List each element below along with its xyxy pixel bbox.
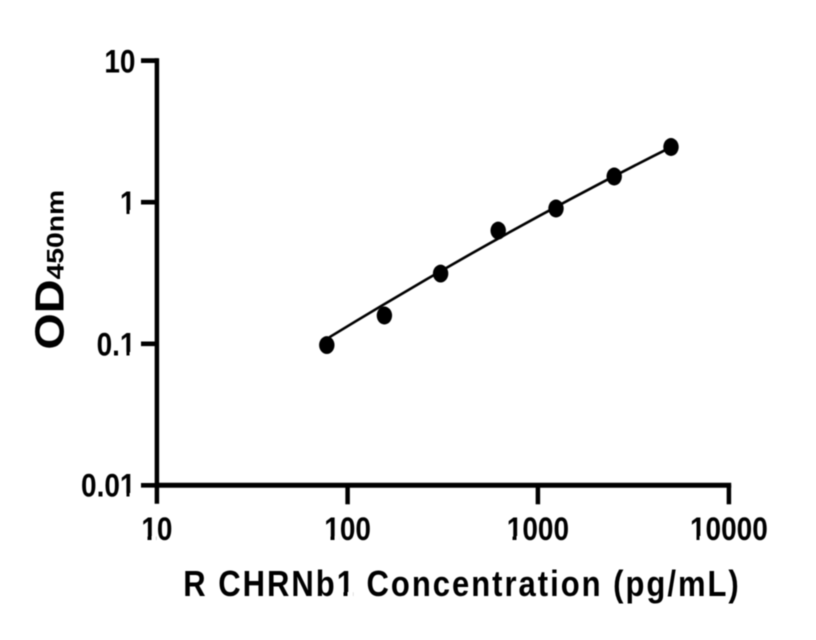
svg-text:R CHRNb1 Concentration (pg/mL): R CHRNb1 Concentration (pg/mL) — [183, 565, 740, 605]
svg-text:1000: 1000 — [507, 511, 569, 547]
svg-text:0.1: 0.1 — [97, 327, 136, 363]
svg-text:100: 100 — [324, 511, 371, 547]
svg-text:10000: 10000 — [690, 511, 768, 547]
svg-text:1: 1 — [120, 185, 136, 221]
svg-text:10: 10 — [104, 43, 135, 79]
svg-text:0.01: 0.01 — [81, 468, 136, 504]
svg-text:10: 10 — [141, 511, 172, 547]
svg-text:OD450nm: OD450nm — [27, 190, 72, 350]
